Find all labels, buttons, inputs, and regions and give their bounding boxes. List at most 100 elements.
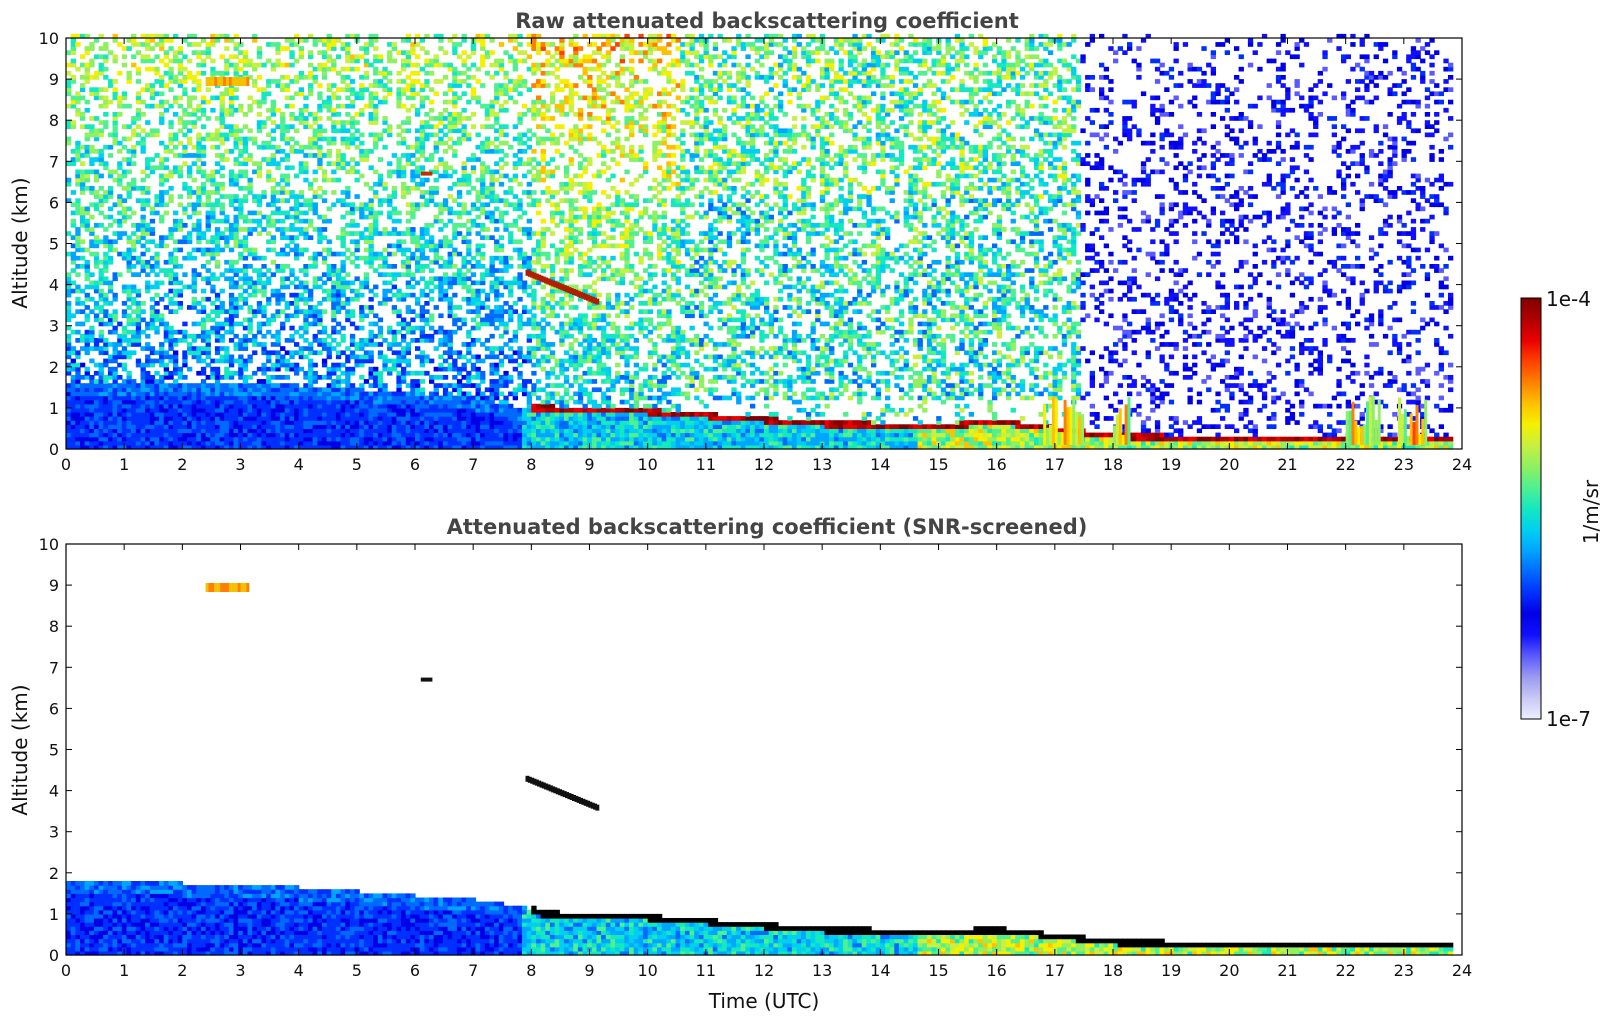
heatmap-cell xyxy=(280,383,285,388)
heatmap-cell xyxy=(192,87,197,92)
heatmap-cell xyxy=(313,112,318,117)
heatmap-cell xyxy=(336,305,341,310)
heatmap-cell xyxy=(192,211,197,216)
heatmap-cell xyxy=(103,428,108,433)
heatmap-cell xyxy=(178,383,183,388)
heatmap-cell xyxy=(336,355,341,360)
heatmap-cell xyxy=(345,87,350,92)
heatmap-cell xyxy=(192,248,197,253)
heatmap-cell xyxy=(66,437,71,442)
heatmap-cell xyxy=(313,392,318,397)
heatmap-cell xyxy=(206,190,211,195)
heatmap-cell xyxy=(173,75,178,80)
heatmap-cell xyxy=(322,420,327,425)
heatmap-cell xyxy=(457,441,462,446)
heatmap-cell xyxy=(220,96,225,101)
heatmap-cell xyxy=(369,383,374,388)
heatmap-cell xyxy=(452,276,457,281)
heatmap-cell xyxy=(113,342,118,347)
heatmap-cell xyxy=(275,383,280,388)
heatmap-cell xyxy=(387,264,392,269)
heatmap-cell xyxy=(401,408,406,413)
heatmap-cell xyxy=(345,104,350,109)
heatmap-cell xyxy=(154,383,159,388)
heatmap-cell xyxy=(99,424,104,429)
heatmap-cell xyxy=(438,293,443,298)
heatmap-cell xyxy=(71,375,76,380)
heatmap-cell xyxy=(89,285,94,290)
heatmap-cell xyxy=(345,420,350,425)
heatmap-cell xyxy=(401,420,406,425)
heatmap-cell xyxy=(308,428,313,433)
heatmap-cell xyxy=(150,350,155,355)
heatmap-cell xyxy=(392,338,397,343)
heatmap-cell xyxy=(466,350,471,355)
heatmap-cell xyxy=(257,404,262,409)
heatmap-cell xyxy=(457,355,462,360)
heatmap-cell xyxy=(238,412,243,417)
heatmap-cell xyxy=(85,285,90,290)
heatmap-cell xyxy=(229,338,234,343)
heatmap-cell xyxy=(466,359,471,364)
heatmap-cell xyxy=(127,252,132,257)
heatmap-cell xyxy=(387,211,392,216)
heatmap-cell xyxy=(457,408,462,413)
heatmap-cell xyxy=(127,260,132,265)
heatmap-cell xyxy=(196,227,201,232)
heatmap-cell xyxy=(210,424,215,429)
heatmap-cell xyxy=(359,433,364,438)
heatmap-cell xyxy=(438,375,443,380)
heatmap-cell xyxy=(187,96,192,101)
heatmap-cell xyxy=(234,239,239,244)
heatmap-cell xyxy=(108,383,113,388)
heatmap-cell xyxy=(299,334,304,339)
heatmap-cell xyxy=(289,194,294,199)
heatmap-cell xyxy=(345,186,350,191)
heatmap-cell xyxy=(66,71,71,76)
heatmap-cell xyxy=(466,309,471,314)
heatmap-cell xyxy=(168,71,173,76)
heatmap-cell xyxy=(415,437,420,442)
heatmap-cell xyxy=(154,420,159,425)
heatmap-cell xyxy=(238,141,243,146)
heatmap-cell xyxy=(66,350,71,355)
heatmap-cell xyxy=(145,326,150,331)
heatmap-cell xyxy=(275,83,280,88)
heatmap-cell xyxy=(75,338,80,343)
heatmap-cell xyxy=(103,67,108,72)
heatmap-cell xyxy=(280,248,285,253)
heatmap-cell xyxy=(331,63,336,68)
heatmap-cell xyxy=(196,408,201,413)
heatmap-cell xyxy=(94,433,99,438)
heatmap-cell xyxy=(210,108,215,113)
heatmap-cell xyxy=(452,198,457,203)
heatmap-cell xyxy=(131,301,136,306)
heatmap-cell xyxy=(122,383,127,388)
heatmap-cell xyxy=(164,108,169,113)
heatmap-cell xyxy=(322,248,327,253)
heatmap-cell xyxy=(234,359,239,364)
heatmap-cell xyxy=(355,91,360,96)
heatmap-cell xyxy=(103,100,108,105)
heatmap-cell xyxy=(327,437,332,442)
heatmap-cell xyxy=(99,334,104,339)
heatmap-cell xyxy=(485,441,490,446)
heatmap-cell xyxy=(215,404,220,409)
heatmap-cell xyxy=(243,272,248,277)
heatmap-cell xyxy=(210,383,215,388)
heatmap-cell xyxy=(159,116,164,121)
heatmap-cell xyxy=(168,326,173,331)
heatmap-cell xyxy=(257,441,262,446)
heatmap-cell xyxy=(373,322,378,327)
heatmap-cell xyxy=(141,54,146,59)
heatmap-cell xyxy=(275,359,280,364)
heatmap-cell xyxy=(196,223,201,228)
heatmap-cell xyxy=(420,46,425,51)
heatmap-cell xyxy=(243,54,248,59)
heatmap-cell xyxy=(443,223,448,228)
heatmap-cell xyxy=(313,441,318,446)
heatmap-cell xyxy=(485,149,490,154)
heatmap-cell xyxy=(415,207,420,212)
heatmap-cell xyxy=(415,260,420,265)
heatmap-cell xyxy=(438,264,443,269)
